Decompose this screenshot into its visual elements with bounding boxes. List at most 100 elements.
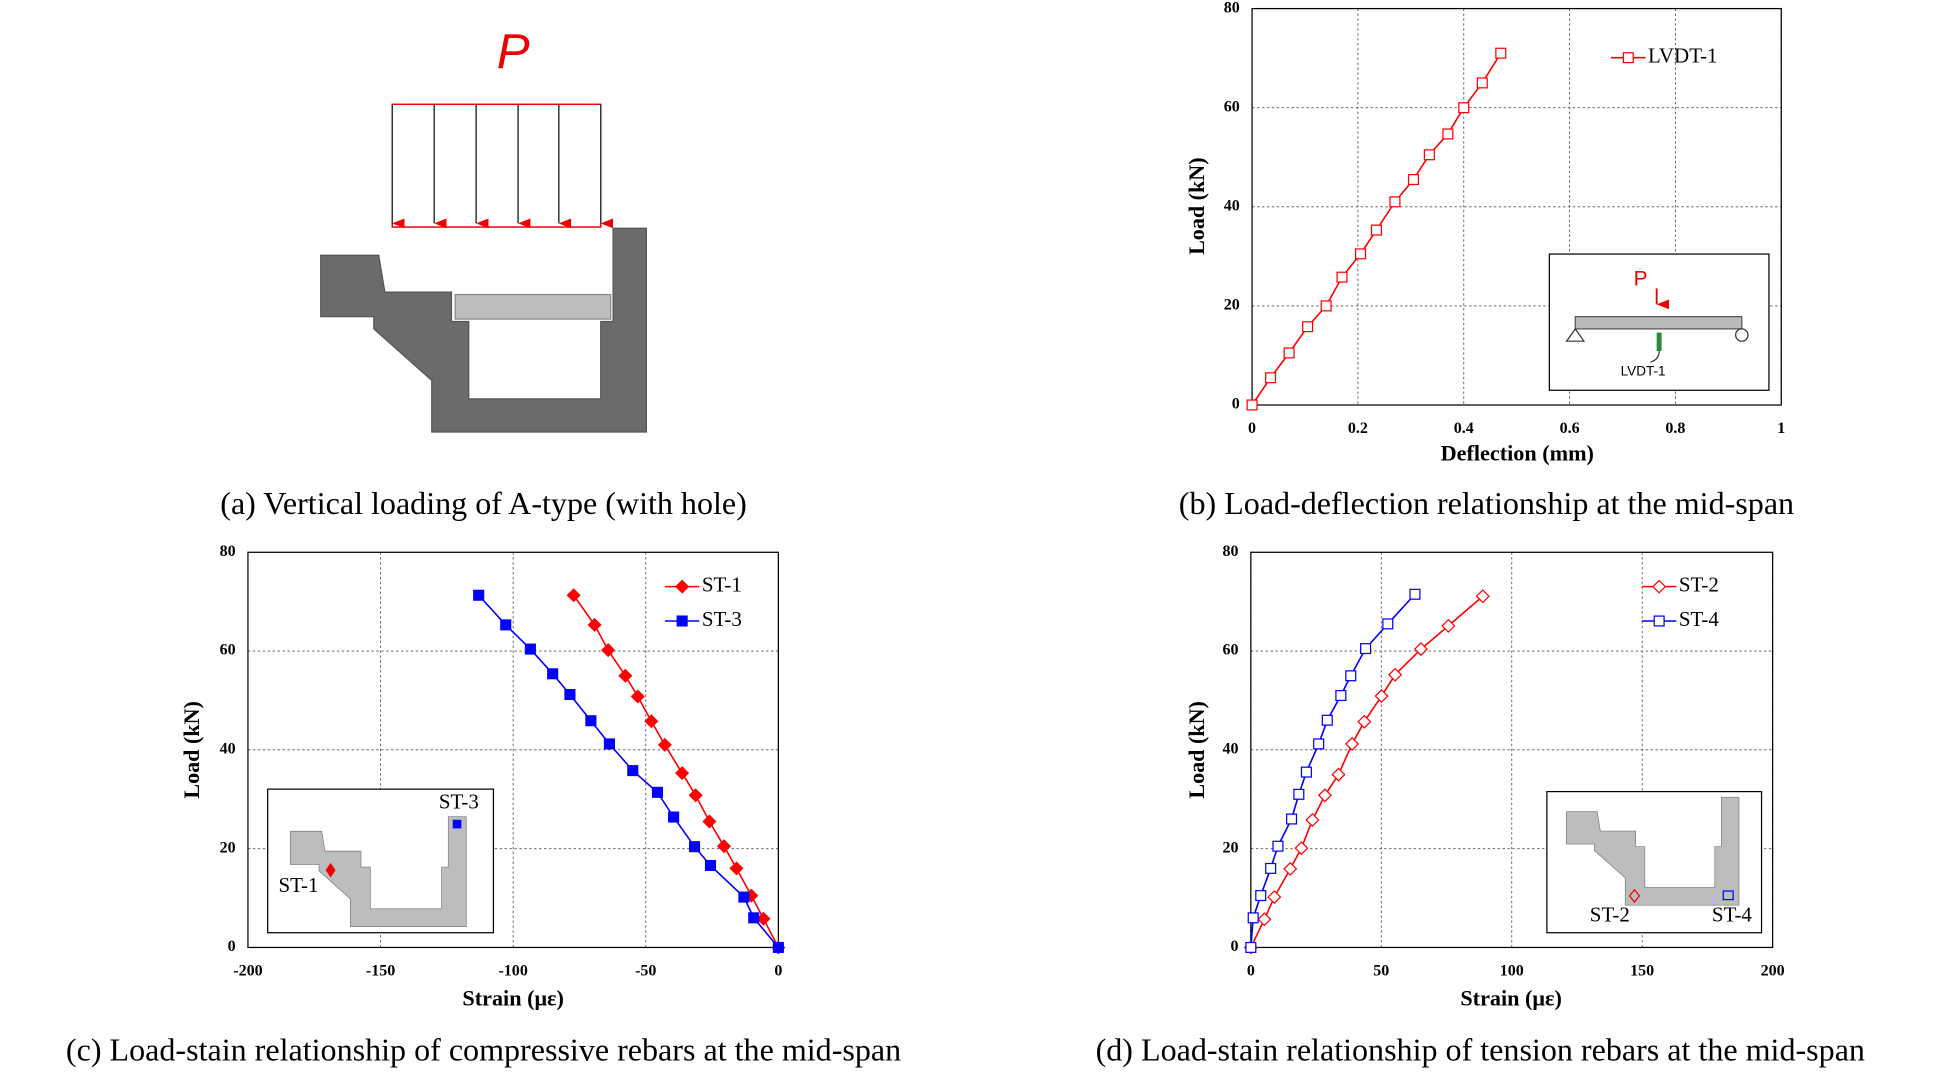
plot-frame	[1251, 7, 1782, 406]
data-point	[1285, 813, 1298, 825]
data-point	[1413, 642, 1428, 657]
data-point	[729, 861, 744, 876]
data-point	[473, 589, 485, 601]
data-point	[1272, 840, 1284, 852]
caption: (d) Load-stain relationship of tension r…	[1096, 1031, 1865, 1067]
data-point	[1293, 788, 1305, 800]
data-point	[1246, 399, 1258, 411]
data-point	[603, 738, 615, 750]
data-point	[1409, 588, 1421, 600]
y-tick-label: 60	[1222, 642, 1238, 659]
data-point	[601, 643, 616, 658]
data-point	[1317, 788, 1332, 803]
data-point	[1475, 589, 1490, 604]
inset: ST-3 ST-1	[267, 788, 495, 934]
data-point	[738, 891, 750, 903]
data-point	[1355, 248, 1367, 260]
data-point	[688, 788, 703, 803]
legend-marker	[1653, 615, 1665, 627]
y-tick-label: 0	[1232, 396, 1240, 413]
caption: (c) Load-stain relationship of compressi…	[66, 1031, 901, 1067]
legend-marker	[676, 615, 688, 627]
data-point	[1441, 618, 1456, 633]
y-tick-label: 20	[220, 839, 236, 856]
y-tick-label: 40	[1222, 741, 1238, 758]
data-point	[1335, 690, 1347, 702]
y-tick-label: 80	[1224, 0, 1240, 16]
data-point	[1476, 77, 1488, 89]
data-point	[1302, 321, 1314, 333]
data-point	[618, 668, 633, 683]
legend-marker	[1622, 52, 1634, 64]
y-tick-label: 80	[1222, 543, 1238, 560]
inset-label: ST-3	[439, 790, 479, 814]
data-point	[627, 765, 639, 777]
data-point	[1267, 890, 1282, 905]
legend-symbol	[1622, 52, 1634, 64]
data-point	[1357, 714, 1372, 729]
legend-label: ST-4	[1679, 607, 1720, 631]
load-arrows	[391, 104, 614, 229]
inset: P LVDT-1	[1548, 253, 1770, 391]
data-point	[1245, 941, 1257, 953]
inset-label: LVDT-1	[1621, 363, 1666, 378]
gauge	[1722, 890, 1734, 901]
data-point	[668, 811, 680, 823]
data-point	[675, 766, 690, 781]
y-tick-label: 0	[228, 938, 236, 955]
legend-symbol	[1653, 615, 1665, 627]
loading-diagram: P (a) Vertical loading of A-type (with h…	[220, 24, 747, 521]
data-point	[524, 643, 536, 655]
inset-label: ST-2	[1590, 903, 1630, 927]
x-tick-label: 0.2	[1348, 420, 1368, 437]
legend-symbol	[675, 579, 690, 594]
data-point	[1255, 890, 1267, 902]
x-tick-label: -200	[233, 963, 262, 980]
gauge	[452, 819, 462, 829]
gauge	[1628, 888, 1641, 904]
data-point	[756, 911, 771, 926]
legend-label: ST-2	[1679, 572, 1719, 596]
data-point	[1442, 128, 1454, 140]
data-point	[1423, 149, 1435, 161]
data-point	[564, 689, 576, 701]
data-point	[585, 715, 597, 727]
inset-label: P	[1634, 267, 1648, 290]
y-tick-label: 20	[1222, 839, 1238, 856]
data-point	[1345, 670, 1357, 682]
x-tick-label: 50	[1373, 963, 1389, 980]
data-point	[1370, 224, 1382, 236]
x-tick-label: -150	[366, 963, 395, 980]
legend-marker	[675, 579, 690, 594]
data-point	[566, 588, 581, 603]
data-point	[644, 714, 659, 729]
data-point	[1360, 643, 1372, 655]
data-point	[1247, 912, 1259, 924]
y-tick-label: 40	[220, 741, 236, 758]
slab	[454, 293, 612, 320]
x-axis-label: Strain (με)	[1460, 985, 1562, 1010]
data-point	[1336, 271, 1348, 283]
data-point	[1495, 47, 1507, 59]
data-point	[1305, 813, 1320, 828]
plot-frame	[247, 551, 779, 949]
y-tick-label: 80	[220, 543, 236, 560]
x-tick-label: 0	[1247, 963, 1255, 980]
data-point	[1265, 372, 1277, 384]
chart: 0 0.2 0.4 0.6 0.8 1 0 20 40 60 80 Deflection (mm) Lo…	[1179, 0, 1794, 521]
data-point	[651, 786, 663, 798]
data-point	[630, 689, 645, 704]
x-tick-label: 1	[1777, 420, 1785, 437]
y-axis-label: Load (kN)	[1184, 157, 1209, 254]
x-tick-label: 0.8	[1665, 420, 1685, 437]
x-tick-label: -100	[498, 963, 527, 980]
x-tick-label: 0.6	[1560, 420, 1580, 437]
data-point	[1331, 767, 1346, 782]
x-tick-label: 100	[1500, 963, 1524, 980]
y-tick-label: 0	[1230, 938, 1238, 955]
chart: 0 50 100 150 200 0 20 40 60 80 Strain (με) Load (kN…	[1096, 543, 1865, 1067]
x-axis-label: Strain (με)	[462, 985, 564, 1010]
data-point	[772, 941, 784, 953]
inset: ST-2 ST-4	[1546, 790, 1763, 934]
